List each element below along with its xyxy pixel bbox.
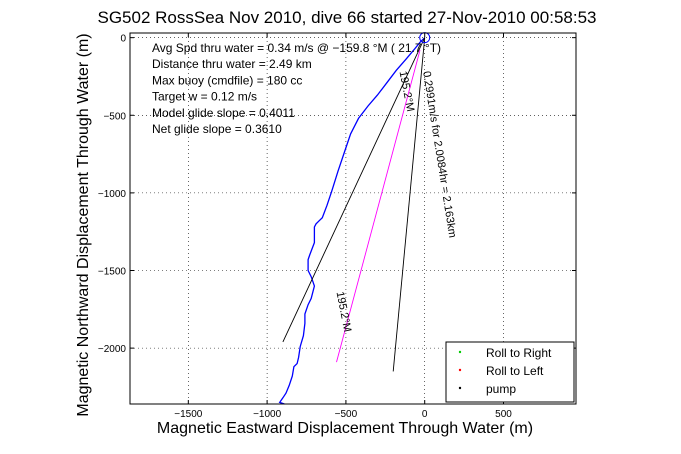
x-tick-label: −1000 bbox=[253, 409, 282, 420]
legend-marker bbox=[458, 368, 462, 372]
series-line-4 bbox=[336, 49, 421, 363]
legend-label: pump bbox=[486, 382, 516, 396]
legend-marker bbox=[458, 386, 462, 390]
y-tick-label: 0 bbox=[120, 34, 126, 45]
y-tick-label: −1000 bbox=[98, 189, 127, 200]
stat-line: Max buoy (cmdfile) = 180 cc bbox=[152, 73, 302, 87]
chart-title: SG502 RossSea Nov 2010, dive 66 started … bbox=[98, 8, 597, 27]
stat-line: Model glide slope = 0.4011 bbox=[152, 106, 295, 120]
y-tick-label: −1500 bbox=[98, 267, 127, 278]
x-tick-label: −500 bbox=[335, 409, 358, 420]
x-tick-label: 0 bbox=[422, 409, 428, 420]
legend-label: Roll to Left bbox=[486, 364, 544, 378]
stat-line: Avg Spd thru water = 0.34 m/s @ −159.8 °… bbox=[152, 41, 441, 55]
legend-label: Roll to Right bbox=[486, 346, 552, 360]
x-tick-label: 500 bbox=[495, 409, 512, 420]
stats-block: Avg Spd thru water = 0.34 m/s @ −159.8 °… bbox=[152, 41, 441, 136]
series-line-1 bbox=[278, 37, 426, 405]
data-series bbox=[278, 32, 431, 405]
stat-line: Target w = 0.12 m/s bbox=[152, 90, 257, 104]
y-tick-label: −2000 bbox=[98, 344, 127, 355]
axes-frame bbox=[129, 32, 577, 405]
x-axis-label: Magnetic Eastward Displacement Through W… bbox=[157, 420, 533, 437]
series-line-3 bbox=[392, 37, 426, 372]
stat-line: Net glide slope = 0.3610 bbox=[152, 122, 282, 136]
line-annotations: 0.2991m/s for 2.0084hr = 2.163km195.2°M1… bbox=[334, 70, 459, 333]
y-axis-label: Magnetic Northward Displacement Through … bbox=[75, 33, 92, 416]
stat-line: Distance thru water = 2.49 km bbox=[152, 57, 312, 71]
legend: Roll to Right Roll to Left pump bbox=[445, 341, 575, 403]
axis-ticks: −1500 −1000 −500 0 500 0 −500 −1000 −1500 −2000 bbox=[98, 33, 576, 420]
line-annotation: 0.2991m/s for 2.0084hr = 2.163km bbox=[420, 70, 458, 238]
y-tick-label: −500 bbox=[103, 111, 126, 122]
legend-marker bbox=[458, 350, 462, 354]
legend-box bbox=[445, 341, 575, 403]
series-line-2 bbox=[282, 37, 426, 343]
line-annotation: 195.2°M bbox=[334, 290, 354, 333]
x-tick-label: −1500 bbox=[174, 409, 203, 420]
